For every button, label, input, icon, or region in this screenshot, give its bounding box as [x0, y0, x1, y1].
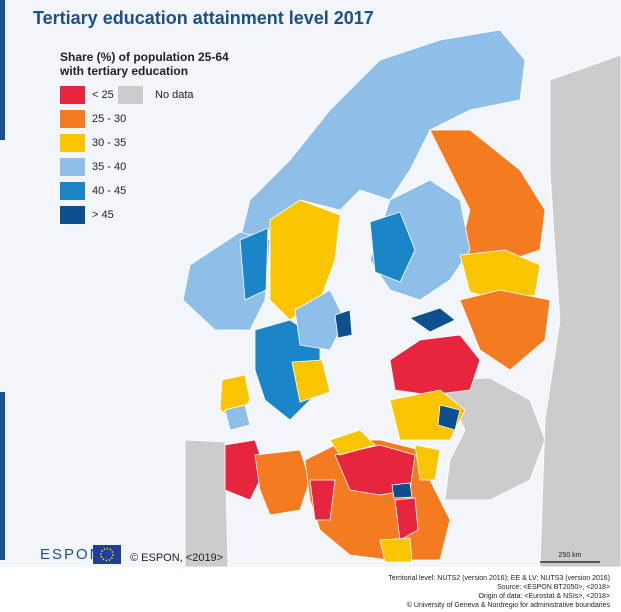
legend-swatch	[60, 86, 85, 104]
footer-note: Origin of data: <Eurostat & NSIs>, <2018…	[478, 593, 610, 600]
copyright: © ESPON, <2019>	[130, 552, 223, 564]
scale-label: 250 km	[559, 552, 582, 559]
accent-bar	[0, 392, 5, 560]
region	[380, 538, 412, 562]
legend-label: 40 - 45	[92, 185, 126, 197]
legend-label: > 45	[92, 209, 114, 221]
legend-title: with tertiary education	[59, 64, 188, 78]
legend-swatch	[60, 182, 85, 200]
region	[240, 228, 268, 300]
page: Tertiary education attainment level 2017…	[0, 0, 621, 612]
title: Tertiary education attainment level 2017	[33, 8, 374, 28]
footer-note: Territorial level: NUTS2 (version 2016);…	[388, 575, 610, 582]
legend-swatch	[60, 110, 85, 128]
region	[392, 483, 412, 498]
legend-swatch	[60, 206, 85, 224]
legend-label: 35 - 40	[92, 161, 126, 173]
region	[335, 310, 352, 338]
footer-note: Source: <ESPON BT2050>, <2018>	[497, 584, 610, 591]
legend-label: 25 - 30	[92, 113, 126, 125]
land-no-data	[185, 440, 228, 567]
legend-label: < 25	[92, 89, 114, 101]
region	[225, 405, 250, 430]
legend-swatch	[60, 158, 85, 176]
footer-note: © University of Geneva & Nordregio for a…	[407, 601, 611, 609]
accent-bar	[0, 0, 5, 140]
legend-label: 30 - 35	[92, 137, 126, 149]
eu-flag	[93, 545, 121, 564]
legend-swatch	[60, 134, 85, 152]
legend-title: Share (%) of population 25-64	[60, 50, 229, 64]
legend-label: No data	[155, 89, 194, 101]
legend-swatch	[118, 86, 143, 104]
